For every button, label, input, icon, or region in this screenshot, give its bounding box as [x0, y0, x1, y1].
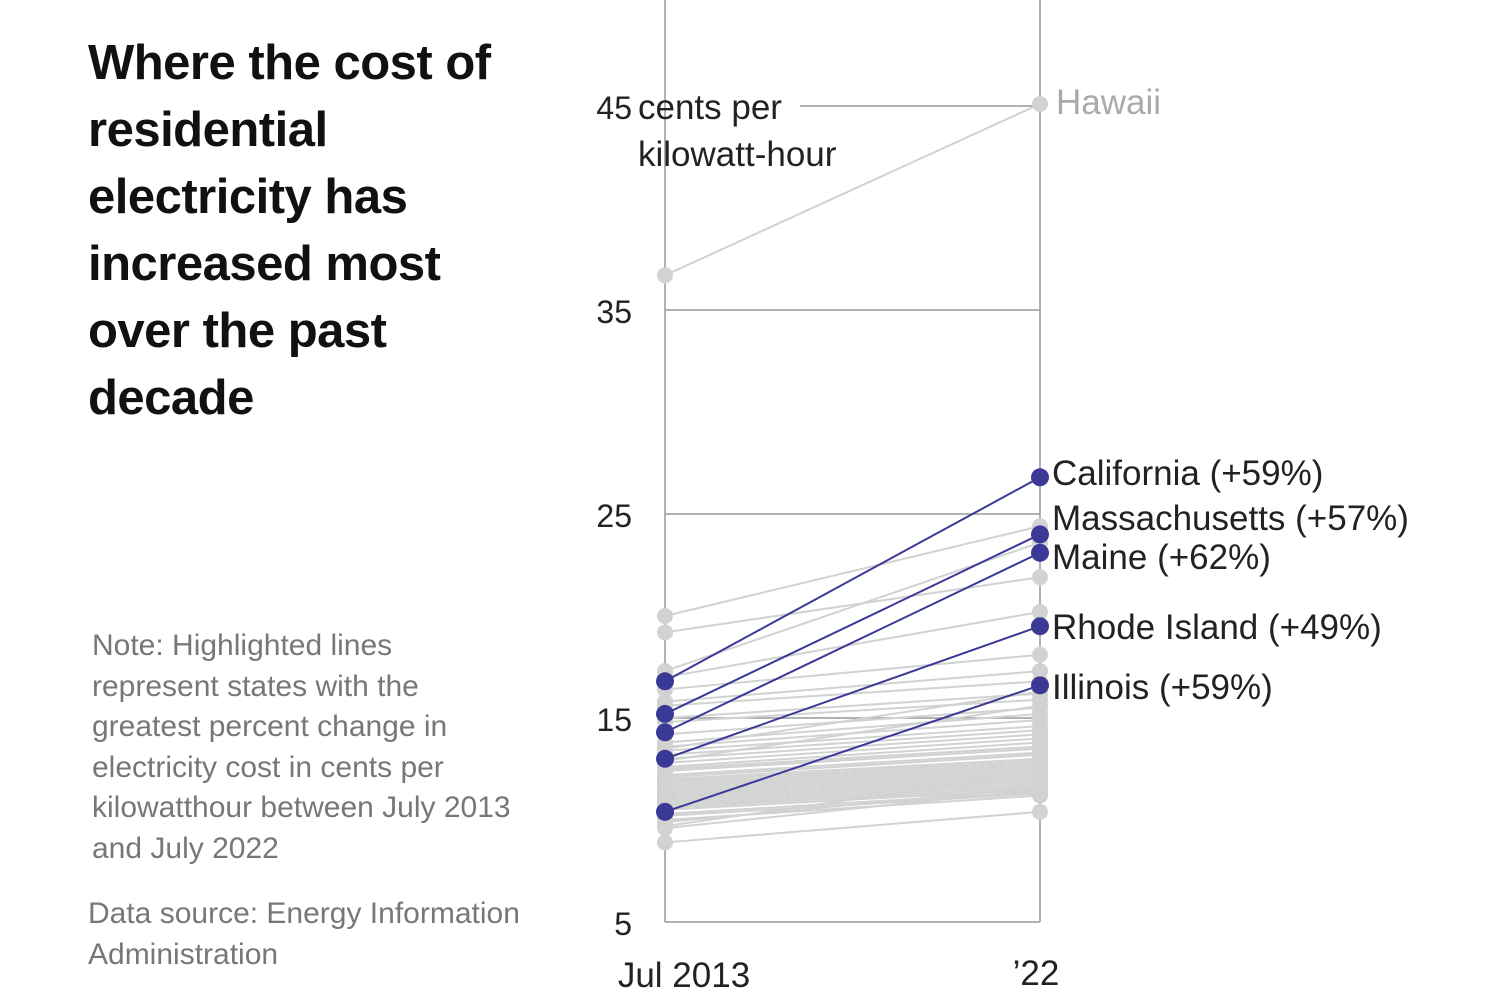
state-line	[664, 782, 1041, 805]
state-point-2013	[657, 624, 673, 641]
state-line	[664, 770, 1041, 793]
hawaii-point-2022	[1032, 95, 1048, 112]
hawaii-line	[664, 103, 1041, 277]
y-tick-label: 5	[614, 906, 632, 942]
state-line	[664, 786, 1041, 824]
state-line	[664, 776, 1041, 799]
highlighted-state-point-2022	[1031, 468, 1049, 487]
state-point-2022	[1032, 603, 1048, 620]
state-change: (+57%)	[1295, 499, 1409, 538]
state-point-2022	[1032, 697, 1048, 714]
state-line	[664, 772, 1041, 828]
highlighted-state-point-2013	[656, 802, 674, 821]
state-point-2013	[657, 834, 673, 851]
state-label: Rhode Island (+49%)	[1052, 608, 1382, 647]
highlighted-state-line	[664, 476, 1041, 683]
state-line	[664, 576, 1041, 634]
state-line	[664, 525, 1041, 617]
state-line	[664, 788, 1041, 830]
state-line	[664, 810, 1041, 844]
state-line	[664, 729, 1041, 756]
highlighted-state-point-2022	[1031, 617, 1049, 636]
highlighted-state-line	[664, 625, 1041, 760]
state-line	[664, 704, 1041, 762]
state-line	[664, 706, 1041, 736]
state-label: California (+59%)	[1052, 454, 1323, 493]
state-label: Massachusetts (+57%)	[1052, 499, 1409, 538]
state-line	[664, 745, 1041, 770]
state-line	[664, 737, 1041, 764]
state-line	[664, 751, 1041, 777]
hawaii-point-2013	[657, 267, 673, 284]
state-line	[664, 761, 1041, 785]
state-line	[664, 725, 1041, 752]
x-tick-label: Jul 2013	[618, 956, 750, 995]
state-point-2022	[1032, 569, 1048, 586]
state-name: California	[1052, 454, 1210, 493]
state-line	[664, 692, 1041, 719]
state-line	[664, 786, 1041, 809]
state-change: (+49%)	[1268, 608, 1382, 647]
state-line	[664, 747, 1041, 773]
state-change: (+59%)	[1159, 668, 1273, 707]
y-tick-label: 45	[596, 90, 632, 126]
highlighted-state-point-2022	[1031, 543, 1049, 562]
highlighted-state-point-2013	[656, 672, 674, 691]
state-label: Maine (+62%)	[1052, 538, 1271, 577]
highlighted-state-line	[664, 684, 1041, 813]
state-name: Illinois	[1052, 668, 1159, 707]
state-line	[664, 780, 1041, 803]
state-line	[664, 774, 1041, 797]
highlighted-state-point-2022	[1031, 676, 1049, 695]
state-line	[664, 753, 1041, 779]
chart-note: Note: Highlighted lines represent states…	[92, 629, 511, 865]
y-tick-label: 15	[596, 702, 632, 738]
highlighted-state-point-2022	[1031, 525, 1049, 544]
state-line	[664, 759, 1041, 783]
state-point-2013	[657, 820, 673, 837]
hawaii-label: Hawaii	[1056, 83, 1161, 122]
unit-label: cents per	[638, 88, 782, 127]
data-source: Data source: Energy Information Administ…	[88, 897, 520, 971]
state-line	[664, 765, 1041, 789]
unit-label: kilowatt-hour	[638, 135, 837, 174]
state-point-2013	[657, 608, 673, 624]
highlighted-state-line	[664, 533, 1041, 715]
state-name: Rhode Island	[1052, 608, 1268, 647]
state-point-2022	[1032, 781, 1048, 798]
state-line	[664, 741, 1041, 768]
chart-title: Where the cost of residential electricit…	[88, 36, 491, 425]
highlighted-state-point-2013	[656, 749, 674, 768]
state-point-2022	[1032, 646, 1048, 663]
state-line	[664, 690, 1041, 750]
x-tick-label: ’22	[1013, 954, 1060, 993]
highlighted-state-point-2013	[656, 704, 674, 723]
state-name: Massachusetts	[1052, 499, 1295, 538]
state-line	[664, 757, 1041, 781]
state-line	[664, 768, 1041, 791]
state-line	[664, 670, 1041, 703]
highlighted-state-point-2013	[656, 723, 674, 742]
highlighted-state-line	[664, 551, 1041, 734]
state-change: (+59%)	[1210, 454, 1324, 493]
state-point-2022	[1032, 765, 1048, 782]
state-line	[664, 784, 1041, 807]
state-point-2022	[1032, 803, 1048, 820]
y-tick-label: 35	[596, 294, 632, 330]
state-label: Illinois (+59%)	[1052, 668, 1273, 707]
state-name: Maine	[1052, 538, 1157, 577]
state-line	[664, 733, 1041, 760]
y-tick-label: 25	[596, 498, 632, 534]
state-line	[664, 698, 1041, 724]
state-change: (+62%)	[1157, 538, 1271, 577]
state-line	[664, 763, 1041, 787]
state-line	[664, 610, 1041, 679]
